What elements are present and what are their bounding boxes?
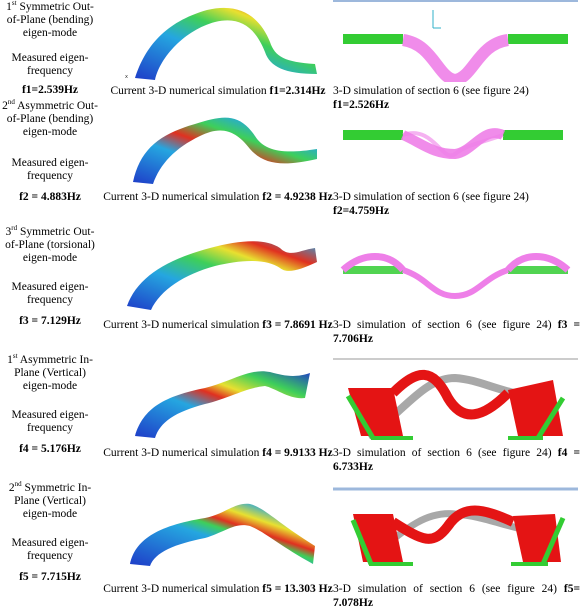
measured-label: Measured eigen-frequency — [11, 157, 89, 182]
simulation-caption: Current 3-D numerical simulation f2 = 4.… — [103, 191, 333, 203]
mode-description-cell: 1st Symmetric Out-of-Plane (bending) eig… — [0, 0, 100, 97]
measured-label: Measured eigen-frequency — [11, 409, 89, 434]
measured-label: Measured eigen-frequency — [11, 537, 89, 562]
mode-row-3: 3rd Symmetric Out-of-Plane (torsional) e… — [0, 224, 580, 354]
mode-row-4: 1st Asymmetric In-Plane (Vertical) eigen… — [0, 352, 580, 482]
section6-model-mode-3 — [340, 253, 571, 300]
fe-model-mode-5 — [130, 503, 315, 566]
section6-caption: 3-D simulation of section 6 (see figure … — [333, 191, 529, 217]
mode-title: 1st Asymmetric In-Plane (Vertical) eigen… — [7, 352, 93, 392]
mode-title: 3rd Symmetric Out-of-Plane (torsional) e… — [5, 224, 95, 264]
mode-row-1: 1st Symmetric Out-of-Plane (bending) eig… — [0, 0, 580, 120]
mode-description-cell: 2nd Symmetric In-Plane (Vertical) eigen-… — [0, 480, 100, 584]
section6-caption: 3-D simulation of section 6 (see figure … — [333, 583, 580, 609]
section6-caption: 3-D simulation of section 6 (see figure … — [333, 447, 580, 473]
measured-frequency: f2 = 4.883Hz — [19, 191, 81, 203]
simulation-caption: Current 3-D numerical simulation f1=2.31… — [110, 85, 326, 97]
measured-frequency: f1=2.539Hz — [21, 84, 79, 96]
section6-caption: 3-D simulation of section 6 (see figure … — [333, 319, 580, 345]
mode-description-cell: 2nd Asymmetric Out-of-Plane (bending) ei… — [0, 98, 100, 204]
fe-model-mode-3 — [127, 241, 317, 310]
fe-model-mode-4 — [135, 371, 310, 438]
fe-model-mode-1: ⅹ — [125, 7, 317, 81]
simulation-caption: Current 3-D numerical simulation f5 = 13… — [103, 583, 333, 595]
svg-text:ⅹ: ⅹ — [125, 74, 128, 80]
mode-row-2: 2nd Asymmetric Out-of-Plane (bending) ei… — [0, 98, 580, 228]
measured-label: Measured eigen-frequency — [11, 52, 89, 77]
mode-row-5: 2nd Symmetric In-Plane (Vertical) eigen-… — [0, 480, 580, 611]
section6-model-mode-5 — [333, 487, 578, 566]
fe-model-mode-2 — [133, 117, 317, 184]
measured-frequency: f3 = 7.129Hz — [19, 315, 81, 327]
section6-caption: 3-D simulation of section 6 (see figure … — [333, 85, 529, 111]
mode-description-cell: 1st Asymmetric In-Plane (Vertical) eigen… — [0, 352, 100, 456]
measured-label: Measured eigen-frequency — [11, 281, 89, 306]
mode-title: 1st Symmetric Out-of-Plane (bending) eig… — [6, 0, 94, 39]
section6-model-mode-4 — [333, 358, 578, 440]
mode-description-cell: 3rd Symmetric Out-of-Plane (torsional) e… — [0, 224, 100, 328]
measured-frequency: f4 = 5.176Hz — [19, 443, 81, 455]
section6-model-mode-1 — [333, 0, 578, 82]
mode-title: 2nd Symmetric In-Plane (Vertical) eigen-… — [8, 480, 92, 520]
simulation-caption: Current 3-D numerical simulation f4 = 9.… — [103, 447, 333, 459]
mode-title: 2nd Asymmetric Out-of-Plane (bending) ei… — [2, 98, 98, 138]
simulation-caption: Current 3-D numerical simulation f3 = 7.… — [103, 319, 333, 331]
section6-model-mode-2 — [343, 128, 563, 160]
measured-frequency: f5 = 7.715Hz — [19, 571, 81, 583]
